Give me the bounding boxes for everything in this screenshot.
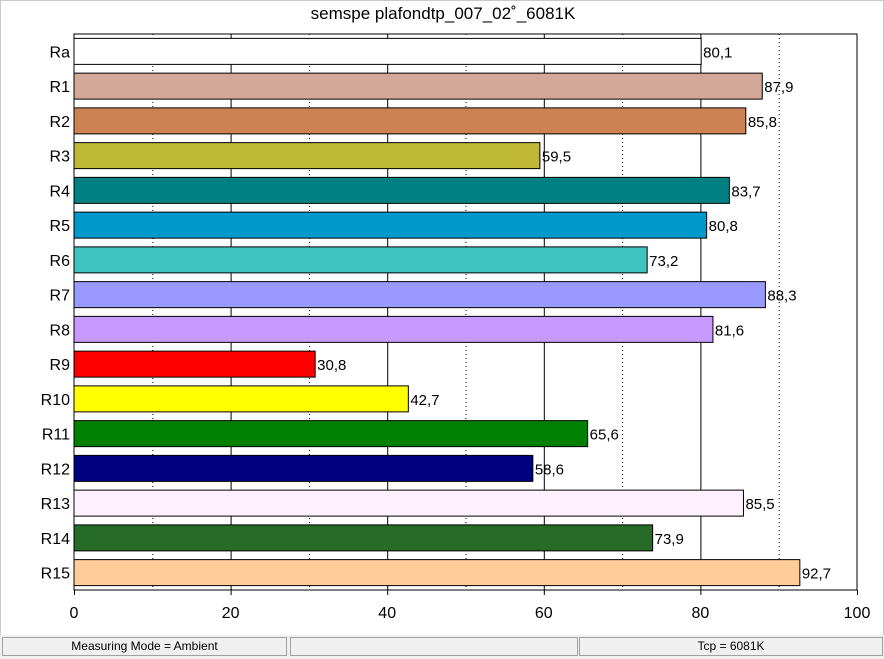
category-label: R14 [41, 531, 70, 548]
status-panel-2 [290, 637, 578, 656]
value-label: 65,6 [590, 427, 619, 444]
bar-r7 [73, 281, 766, 309]
measuring-mode-status: Measuring Mode = Ambient [2, 637, 287, 656]
value-label: 87,9 [764, 79, 793, 96]
chart-title: semspe plafondtp_007_02˚_6081K [311, 4, 576, 23]
cri-bar-chart: semspe plafondtp_007_02˚_6081K Ra 80,1 R1 8… [41, 4, 871, 622]
chart-window: semspe plafondtp_007_02˚_6081K Ra 80,1 R1 8… [0, 0, 884, 636]
value-label: 83,7 [731, 183, 760, 200]
x-tick-label: 60 [535, 605, 553, 622]
bar-r4 [73, 176, 730, 204]
tcp-status: Tcp = 6081K [579, 637, 883, 656]
value-label: 58,6 [535, 461, 564, 478]
value-label: 85,8 [748, 114, 777, 131]
value-label: 81,6 [715, 322, 744, 339]
value-label: 80,1 [703, 44, 732, 61]
bar-r6 [73, 246, 648, 274]
category-label: R6 [50, 253, 71, 270]
value-label: 42,7 [410, 392, 439, 409]
value-label: 85,5 [745, 496, 774, 513]
category-label: R4 [50, 183, 71, 200]
x-tick-label: 80 [692, 605, 710, 622]
x-tick-label: 0 [70, 605, 79, 622]
x-tick-label: 20 [222, 605, 240, 622]
value-label: 73,9 [655, 531, 684, 548]
status-bar: Measuring Mode = Ambient Tcp = 6081K [0, 635, 884, 659]
value-label: 30,8 [317, 357, 346, 374]
category-label: R7 [50, 288, 71, 305]
category-label: R15 [41, 566, 70, 583]
category-label: R2 [50, 114, 71, 131]
category-label: R5 [50, 218, 71, 235]
category-label: R11 [42, 427, 70, 444]
bar-r10 [73, 385, 409, 413]
bar-r13 [73, 489, 744, 517]
category-label: R1 [50, 79, 71, 96]
bar-r5 [73, 211, 708, 239]
bar-r14 [73, 524, 654, 552]
bar-r3 [73, 142, 541, 170]
bar-r11 [73, 420, 589, 448]
category-label: R13 [41, 496, 70, 513]
category-label: R9 [50, 357, 71, 374]
x-axis: 0 20 40 60 80 100 [70, 590, 871, 622]
category-label: R10 [41, 392, 70, 409]
value-label: 73,2 [649, 253, 678, 270]
category-label: R8 [50, 322, 71, 339]
value-label: 88,3 [767, 288, 796, 305]
bar-r1 [73, 72, 763, 100]
category-label: R3 [50, 149, 71, 166]
bar-r2 [73, 107, 747, 135]
bars: Ra 80,1 R1 87,9 R2 85,8 R3 59,5 R4 83,7 R5 80,8 R6 73… [41, 37, 831, 587]
bar-r12 [73, 454, 534, 482]
bar-r15 [73, 559, 801, 587]
value-label: 92,7 [802, 566, 831, 583]
category-label: Ra [50, 44, 71, 61]
bar-ra [73, 37, 702, 65]
category-label: R12 [41, 461, 70, 478]
plot-area [73, 33, 858, 591]
bar-r9 [73, 350, 316, 378]
x-tick-label: 40 [378, 605, 396, 622]
value-label: 59,5 [542, 149, 571, 166]
value-label: 80,8 [709, 218, 738, 235]
x-tick-label: 100 [844, 605, 871, 622]
bar-r8 [73, 315, 714, 343]
